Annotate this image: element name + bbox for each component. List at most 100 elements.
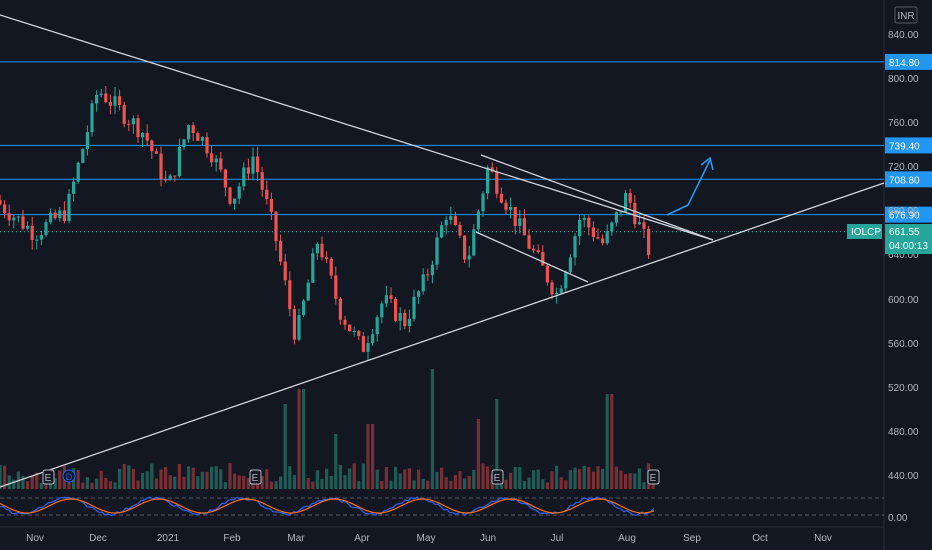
level-price-value: 676.90 bbox=[889, 211, 920, 222]
price-tick-label: 840.00 bbox=[888, 30, 919, 41]
candle-body bbox=[518, 218, 522, 226]
volume-bar bbox=[509, 472, 513, 489]
candle-body bbox=[95, 94, 99, 104]
candle-body bbox=[601, 238, 605, 244]
volume-bar bbox=[352, 463, 356, 489]
candle-body bbox=[233, 198, 237, 204]
candle-body bbox=[150, 140, 154, 152]
oscillator-pane bbox=[0, 496, 884, 517]
candle-body bbox=[343, 319, 347, 325]
time-axis[interactable]: Nov Dec 2021 Feb Mar Apr May Jun Jul Aug Sep Oct Nov bbox=[26, 533, 832, 544]
volume-bar bbox=[315, 470, 319, 489]
volume-bar bbox=[384, 467, 388, 489]
candle-body bbox=[440, 225, 444, 238]
price-tick-label: 600.00 bbox=[888, 295, 919, 306]
volume-bar bbox=[449, 480, 453, 489]
volume-bar bbox=[582, 465, 586, 489]
candle-body bbox=[26, 225, 30, 229]
candle-body bbox=[113, 96, 117, 106]
candle-body bbox=[164, 179, 168, 181]
trendlines[interactable] bbox=[0, 14, 885, 488]
candle-body bbox=[108, 102, 112, 106]
volume-bar bbox=[463, 478, 467, 489]
price-tick-label: 760.00 bbox=[888, 118, 919, 129]
earnings-marker[interactable] bbox=[42, 469, 55, 485]
short-support-line[interactable] bbox=[475, 231, 589, 283]
volume-bar bbox=[53, 478, 57, 489]
volume-bar bbox=[522, 481, 526, 489]
horizontal-levels[interactable]: 814.80 739.40 708.80 676.90 bbox=[0, 53, 932, 233]
volume-bar bbox=[81, 482, 85, 489]
volume-bar bbox=[242, 475, 246, 489]
candle-body bbox=[0, 200, 2, 205]
candle-body bbox=[44, 222, 48, 236]
volume-bar bbox=[610, 394, 614, 489]
candle-body bbox=[223, 169, 227, 188]
earnings-marker[interactable] bbox=[647, 469, 660, 485]
candle-body bbox=[214, 158, 218, 163]
volume-bar bbox=[559, 477, 563, 489]
volume-bar bbox=[481, 463, 485, 489]
volume-bar bbox=[274, 481, 278, 489]
candle-body bbox=[504, 202, 508, 210]
lower-triangle-line[interactable] bbox=[0, 182, 885, 488]
volume-bar bbox=[403, 469, 407, 489]
volume-bar bbox=[435, 471, 439, 489]
candle-body bbox=[7, 213, 11, 221]
candle-body bbox=[555, 292, 559, 295]
volume-bar bbox=[269, 481, 273, 489]
earnings-marker-label: E bbox=[650, 473, 657, 484]
volume-bar bbox=[297, 389, 301, 489]
level-price-value: 739.40 bbox=[889, 141, 920, 152]
earnings-marker[interactable] bbox=[249, 469, 262, 485]
candle-body bbox=[228, 187, 232, 204]
volume-bar bbox=[412, 480, 416, 489]
earnings-marker[interactable] bbox=[491, 469, 504, 485]
volume-bar bbox=[58, 470, 62, 489]
candle-body bbox=[338, 298, 342, 320]
last-price-bg bbox=[885, 224, 932, 254]
candle-body bbox=[329, 258, 333, 276]
candle-body bbox=[21, 216, 25, 229]
volume-bar bbox=[67, 480, 71, 489]
currency-box[interactable] bbox=[894, 6, 918, 24]
candle-body bbox=[647, 228, 651, 256]
volume-bar bbox=[398, 473, 402, 489]
candle-body bbox=[292, 309, 296, 340]
volume-bar bbox=[210, 466, 214, 489]
volume-bar bbox=[375, 469, 379, 489]
short-resistance-line[interactable] bbox=[480, 154, 714, 241]
candle-body bbox=[394, 298, 398, 321]
candle-body bbox=[444, 219, 448, 226]
candle-body bbox=[619, 211, 623, 213]
candle-body bbox=[509, 207, 513, 210]
time-tick-label: Dec bbox=[89, 533, 107, 544]
dividend-marker[interactable] bbox=[62, 469, 76, 483]
volume-bar bbox=[85, 477, 89, 489]
price-tick-label: 560.00 bbox=[888, 339, 919, 350]
candle-body bbox=[403, 312, 407, 327]
price-axis[interactable]: 840.00 800.00 760.00 720.00 680.00 640.00 600.… bbox=[888, 30, 919, 524]
candle-body bbox=[283, 261, 287, 281]
volume-bar bbox=[513, 466, 517, 489]
upper-triangle-line[interactable] bbox=[0, 14, 714, 241]
volume-bar bbox=[320, 479, 324, 489]
candle-body bbox=[118, 96, 122, 105]
candle-body bbox=[306, 282, 310, 301]
event-markers[interactable]: E E E ED bbox=[42, 469, 660, 485]
volume-bar bbox=[279, 476, 283, 489]
volume-bar bbox=[7, 475, 11, 489]
price-tick-label: 520.00 bbox=[888, 383, 919, 394]
candle-body bbox=[288, 280, 292, 310]
candle-body bbox=[545, 265, 549, 283]
projection-arrow[interactable] bbox=[666, 159, 711, 216]
volume-bar bbox=[453, 475, 457, 489]
volume-bar bbox=[518, 467, 522, 489]
candle-body bbox=[297, 315, 301, 340]
candle-body bbox=[265, 189, 269, 200]
time-tick-label: Nov bbox=[26, 533, 44, 544]
candle-body bbox=[467, 255, 471, 260]
volume-bar bbox=[237, 475, 241, 489]
volume-bar bbox=[587, 467, 591, 489]
